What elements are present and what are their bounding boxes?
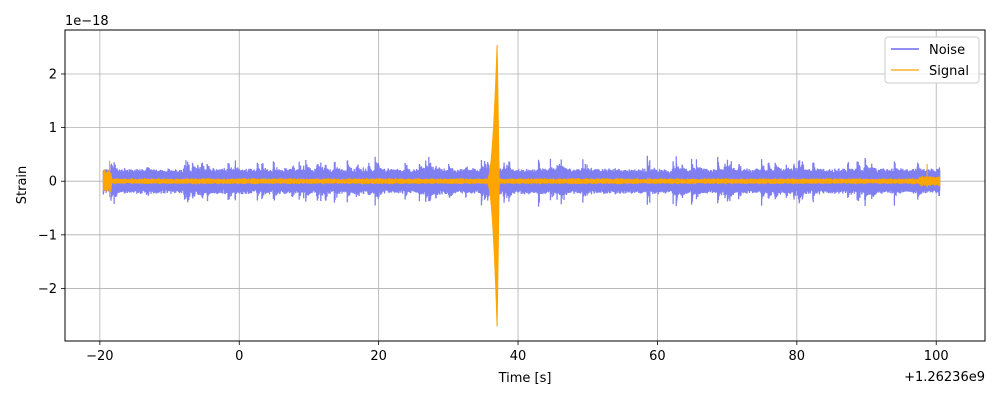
legend-label-signal: Signal: [929, 64, 969, 79]
x-tick-label: −20: [86, 349, 113, 364]
axes-frame: [64, 29, 986, 342]
x-offset-label: +1.26236e9: [904, 370, 985, 385]
y-tick-label: 2: [49, 67, 57, 82]
legend-label-noise: Noise: [929, 43, 965, 58]
y-tick-label: 1: [49, 121, 57, 136]
x-tick-label: 60: [649, 349, 666, 364]
x-tick-label: 40: [510, 349, 527, 364]
plot-area: [102, 45, 941, 327]
y-tick-label: 0: [49, 175, 57, 190]
x-axis-label: Time [s]: [498, 371, 552, 386]
signal-series-line: [102, 45, 941, 327]
y-tick-label: −1: [38, 228, 57, 243]
y-multiplier-label: 1e−18: [65, 14, 109, 29]
y-axis-label: Strain: [15, 166, 30, 205]
y-tick-label: −2: [38, 282, 57, 297]
x-tick-label: 80: [789, 349, 806, 364]
axis-ticks: −20 0 20 40 60 80 100 −2 −1 0 1 2: [38, 67, 949, 364]
x-tick-label: 100: [924, 349, 949, 364]
x-tick-label: 0: [235, 349, 243, 364]
x-tick-label: 20: [370, 349, 387, 364]
legend: Noise Signal: [884, 36, 980, 84]
